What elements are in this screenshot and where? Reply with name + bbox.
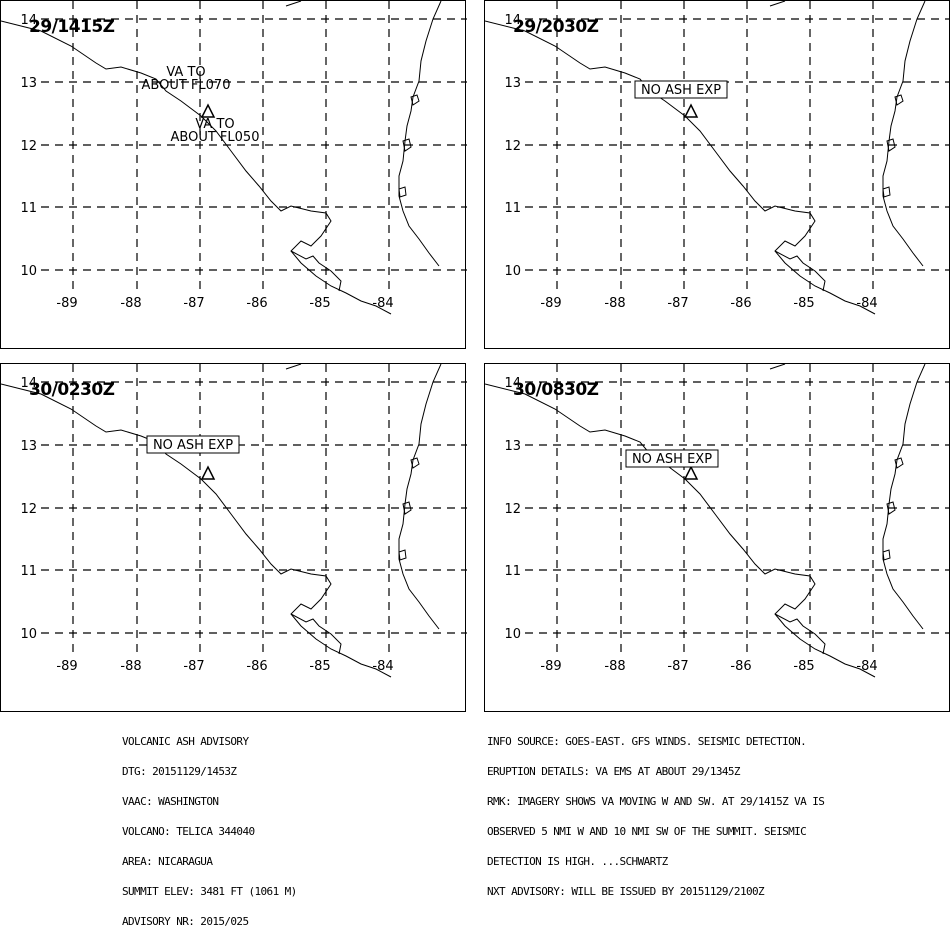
map-panel-4: 14 13 12 11 10 -89 -88 -87 -86 -85 -84 NO ASH EXP 3… bbox=[484, 363, 950, 712]
advisory-line: DETECTION IS HIGH. ...SCHWARTZ bbox=[487, 855, 668, 868]
lon-tick-label: -88 bbox=[604, 659, 625, 674]
lon-tick-label: -84 bbox=[372, 659, 393, 674]
lat-tick-label: 14 bbox=[20, 376, 37, 391]
lon-tick-label: -87 bbox=[183, 296, 204, 311]
ash-annotation: NO ASH EXP bbox=[625, 449, 719, 468]
lon-tick-label: -85 bbox=[309, 659, 330, 674]
advisory-line: VOLCANO: TELICA 344040 bbox=[122, 825, 255, 838]
lat-tick-label: 14 bbox=[504, 376, 521, 391]
lon-tick-label: -89 bbox=[56, 659, 77, 674]
lon-tick-label: -85 bbox=[793, 659, 814, 674]
map-canvas-3: 14 13 12 11 10 -89 -88 -87 -86 -85 -84 NO ASH EXP bbox=[1, 364, 467, 678]
panel-time-label: 29/1415Z bbox=[29, 17, 115, 37]
coastline bbox=[485, 364, 926, 678]
lat-lon-grid bbox=[525, 364, 950, 654]
lat-tick-label: 10 bbox=[20, 627, 37, 642]
map-panel-2: 14 13 12 11 10 -89 -88 -87 -86 -85 -84 NO ASH EXP 2… bbox=[484, 0, 950, 349]
lat-tick-label: 11 bbox=[504, 564, 521, 579]
advisory-line: ADVISORY NR: 2015/025 bbox=[122, 915, 249, 928]
annotation-text: VA TO bbox=[195, 117, 234, 132]
lat-tick-label: 10 bbox=[504, 264, 521, 279]
panel-time-label: 30/0230Z bbox=[29, 380, 115, 400]
lat-tick-label: 12 bbox=[20, 139, 37, 154]
volcano-triangle-icon bbox=[683, 103, 699, 118]
lon-tick-label: -86 bbox=[246, 659, 267, 674]
lon-tick-label: -89 bbox=[540, 659, 561, 674]
lat-lon-grid bbox=[41, 364, 467, 654]
lat-tick-label: 13 bbox=[20, 439, 37, 454]
lon-tick-label: -84 bbox=[856, 659, 877, 674]
coastline bbox=[1, 1, 442, 315]
advisory-line: NXT ADVISORY: WILL BE ISSUED BY 20151129… bbox=[487, 885, 765, 898]
annotation-text: ABOUT FL050 bbox=[171, 130, 260, 145]
lat-tick-label: 10 bbox=[504, 627, 521, 642]
lat-tick-label: 13 bbox=[20, 76, 37, 91]
coastline bbox=[1, 364, 442, 678]
lat-tick-label: 14 bbox=[504, 13, 521, 28]
lat-tick-label: 13 bbox=[504, 439, 521, 454]
lat-tick-label: 11 bbox=[20, 201, 37, 216]
advisory-line: VOLCANIC ASH ADVISORY bbox=[122, 735, 249, 748]
panel-time-label: 30/0830Z bbox=[513, 380, 599, 400]
map-panel-1: 14 13 12 11 10 -89 -88 -87 -86 -85 -84 VA TO ABOUT F… bbox=[0, 0, 467, 349]
advisory-line: DTG: 20151129/1453Z bbox=[122, 765, 237, 778]
advisory-line: INFO SOURCE: GOES-EAST. GFS WINDS. SEISM… bbox=[487, 735, 807, 748]
volcano-triangle-icon bbox=[683, 465, 699, 480]
lat-tick-label: 13 bbox=[504, 76, 521, 91]
annotation-text: NO ASH EXP bbox=[632, 452, 712, 467]
lon-tick-label: -88 bbox=[120, 296, 141, 311]
lat-tick-label: 12 bbox=[504, 502, 521, 517]
lon-tick-label: -84 bbox=[372, 296, 393, 311]
lon-tick-label: -85 bbox=[793, 296, 814, 311]
volcano-triangle-icon bbox=[200, 103, 216, 118]
map-canvas-4: 14 13 12 11 10 -89 -88 -87 -86 -85 -84 NO ASH EXP bbox=[485, 364, 950, 678]
lon-tick-label: -84 bbox=[856, 296, 877, 311]
lon-tick-label: -88 bbox=[604, 296, 625, 311]
lon-tick-label: -87 bbox=[183, 659, 204, 674]
lat-tick-label: 12 bbox=[20, 502, 37, 517]
lat-lon-grid bbox=[41, 1, 467, 291]
annotation-text: ABOUT FL070 bbox=[142, 78, 231, 93]
coastline bbox=[485, 1, 926, 315]
lon-tick-label: -86 bbox=[730, 296, 751, 311]
annotation-text: NO ASH EXP bbox=[641, 83, 721, 98]
lon-tick-label: -89 bbox=[56, 296, 77, 311]
advisory-line: AREA: NICARAGUA bbox=[122, 855, 213, 868]
lon-tick-label: -89 bbox=[540, 296, 561, 311]
lon-tick-label: -85 bbox=[309, 296, 330, 311]
volcano-triangle-icon bbox=[200, 465, 216, 480]
advisory-line: OBSERVED 5 NMI W AND 10 NMI SW OF THE SU… bbox=[487, 825, 807, 838]
annotation-text: NO ASH EXP bbox=[153, 438, 233, 453]
annotation-text: VA TO bbox=[166, 65, 205, 80]
lon-tick-label: -86 bbox=[246, 296, 267, 311]
lat-tick-label: 11 bbox=[504, 201, 521, 216]
lat-tick-label: 10 bbox=[20, 264, 37, 279]
map-panel-3: 14 13 12 11 10 -89 -88 -87 -86 -85 -84 NO ASH EXP 3… bbox=[0, 363, 467, 712]
lon-tick-label: -87 bbox=[667, 296, 688, 311]
ash-annotation: NO ASH EXP bbox=[634, 80, 728, 99]
lat-tick-label: 11 bbox=[20, 564, 37, 579]
ash-annotation: NO ASH EXP bbox=[146, 435, 240, 454]
lat-lon-grid bbox=[525, 1, 950, 291]
panel-time-label: 29/2030Z bbox=[513, 17, 599, 37]
lon-tick-label: -87 bbox=[667, 659, 688, 674]
map-canvas-2: 14 13 12 11 10 -89 -88 -87 -86 -85 -84 NO ASH EXP bbox=[485, 1, 950, 315]
advisory-line: VAAC: WASHINGTON bbox=[122, 795, 219, 808]
lon-tick-label: -86 bbox=[730, 659, 751, 674]
advisory-right-block: INFO SOURCE: GOES-EAST. GFS WINDS. SEISM… bbox=[487, 717, 825, 907]
lon-tick-label: -88 bbox=[120, 659, 141, 674]
advisory-line: ERUPTION DETAILS: VA EMS AT ABOUT 29/134… bbox=[487, 765, 741, 778]
advisory-left-block: VOLCANIC ASH ADVISORY DTG: 20151129/1453… bbox=[122, 717, 297, 937]
lat-tick-label: 12 bbox=[504, 139, 521, 154]
advisory-line: RMK: IMAGERY SHOWS VA MOVING W AND SW. A… bbox=[487, 795, 825, 808]
advisory-line: SUMMIT ELEV: 3481 FT (1061 M) bbox=[122, 885, 297, 898]
lat-tick-label: 14 bbox=[20, 13, 37, 28]
